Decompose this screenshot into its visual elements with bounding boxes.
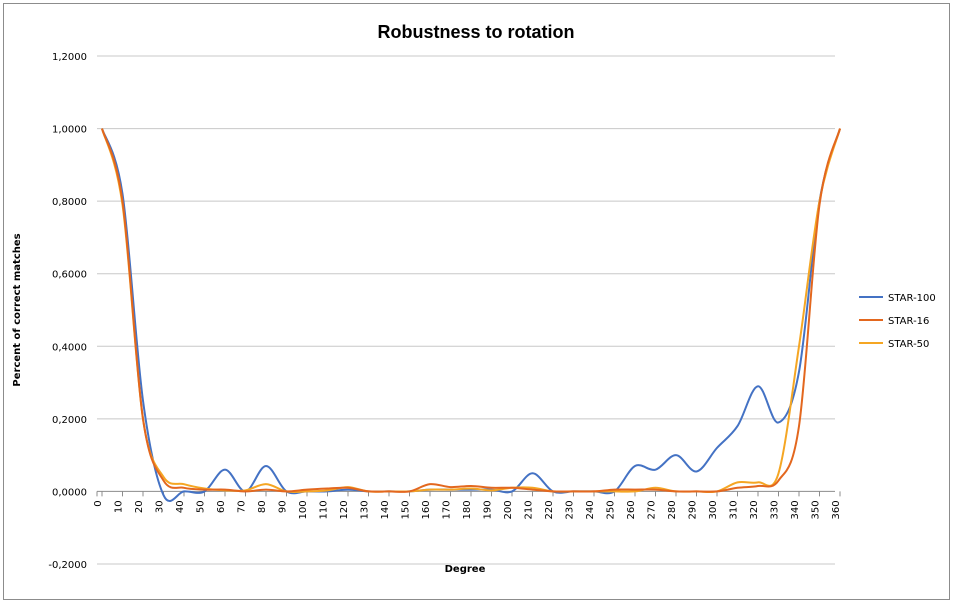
x-tick-label: 210 (524, 500, 535, 519)
x-tick-label: 160 (421, 500, 432, 519)
y-tick-label: 1,0000 (52, 125, 87, 136)
x-tick-label: 150 (401, 500, 412, 519)
gridlines (97, 55, 835, 565)
x-tick-label: 70 (237, 500, 248, 513)
x-tick-label: 280 (667, 500, 678, 519)
y-tick-label: 0,4000 (52, 342, 87, 353)
x-tick-label: 350 (811, 500, 822, 519)
x-tick-label: 320 (749, 500, 760, 519)
x-tick-label: 190 (483, 500, 494, 519)
x-tick-label: 80 (257, 500, 268, 513)
x-tick-label: 20 (134, 500, 145, 513)
legend: STAR-100 STAR-16 STAR-50 (859, 293, 936, 350)
x-tick-label: 250 (606, 500, 617, 519)
y-tick-label: 0,2000 (52, 415, 87, 426)
x-tick-label: 330 (770, 500, 781, 519)
x-tick-label: 340 (790, 500, 801, 519)
x-tick-label: 360 (831, 500, 842, 519)
x-tick-label: 130 (360, 500, 371, 519)
x-tick-label: 260 (626, 500, 637, 519)
x-axis: 0 10 20 30 40 50 60 70 80 90 100 110 120 130 140 150 160… (93, 490, 842, 520)
y-tick-label: 0,0000 (52, 487, 87, 498)
x-tick-label: 10 (114, 500, 125, 513)
x-tick-label: 290 (688, 500, 699, 519)
y-tick-label: -0,2000 (48, 560, 87, 571)
y-axis-title: Percent of correct matches (12, 233, 23, 386)
x-tick-label: 310 (729, 500, 740, 519)
chart-frame (3, 3, 950, 600)
x-tick-label: 60 (216, 500, 227, 513)
y-tick-label: 0,8000 (52, 197, 87, 208)
x-tick-label: 230 (565, 500, 576, 519)
x-tick-label: 100 (298, 500, 309, 519)
x-tick-label: 90 (278, 500, 289, 513)
x-tick-label: 170 (442, 500, 453, 519)
legend-label: STAR-16 (888, 316, 929, 327)
series-lines (101, 128, 841, 502)
legend-label: STAR-50 (888, 339, 929, 350)
chart-title: Robustness to rotation (378, 22, 575, 42)
x-tick-label: 120 (339, 500, 350, 519)
series-line-star-16 (101, 128, 841, 493)
y-axis-ticks: -0,2000 0,0000 0,2000 0,4000 0,6000 0,8000 1,0… (48, 52, 87, 571)
series-line-star-100 (101, 128, 841, 502)
x-tick-label: 110 (319, 500, 330, 519)
x-tick-label: 40 (175, 500, 186, 513)
x-tick-label: 240 (585, 500, 596, 519)
legend-label: STAR-100 (888, 293, 936, 304)
x-tick-label: 30 (155, 500, 166, 513)
x-tick-label: 0 (93, 500, 104, 506)
x-tick-label: 50 (196, 500, 207, 513)
y-tick-label: 1,2000 (52, 52, 87, 63)
x-axis-title: Degree (445, 564, 486, 575)
x-tick-label: 270 (647, 500, 658, 519)
x-tick-label: 220 (544, 500, 555, 519)
x-tick-label: 140 (380, 500, 391, 519)
x-tick-label: 180 (462, 500, 473, 519)
y-tick-label: 0,6000 (52, 270, 87, 281)
series-line-star-50 (101, 128, 841, 494)
x-tick-label: 300 (708, 500, 719, 519)
x-tick-label: 200 (503, 500, 514, 519)
